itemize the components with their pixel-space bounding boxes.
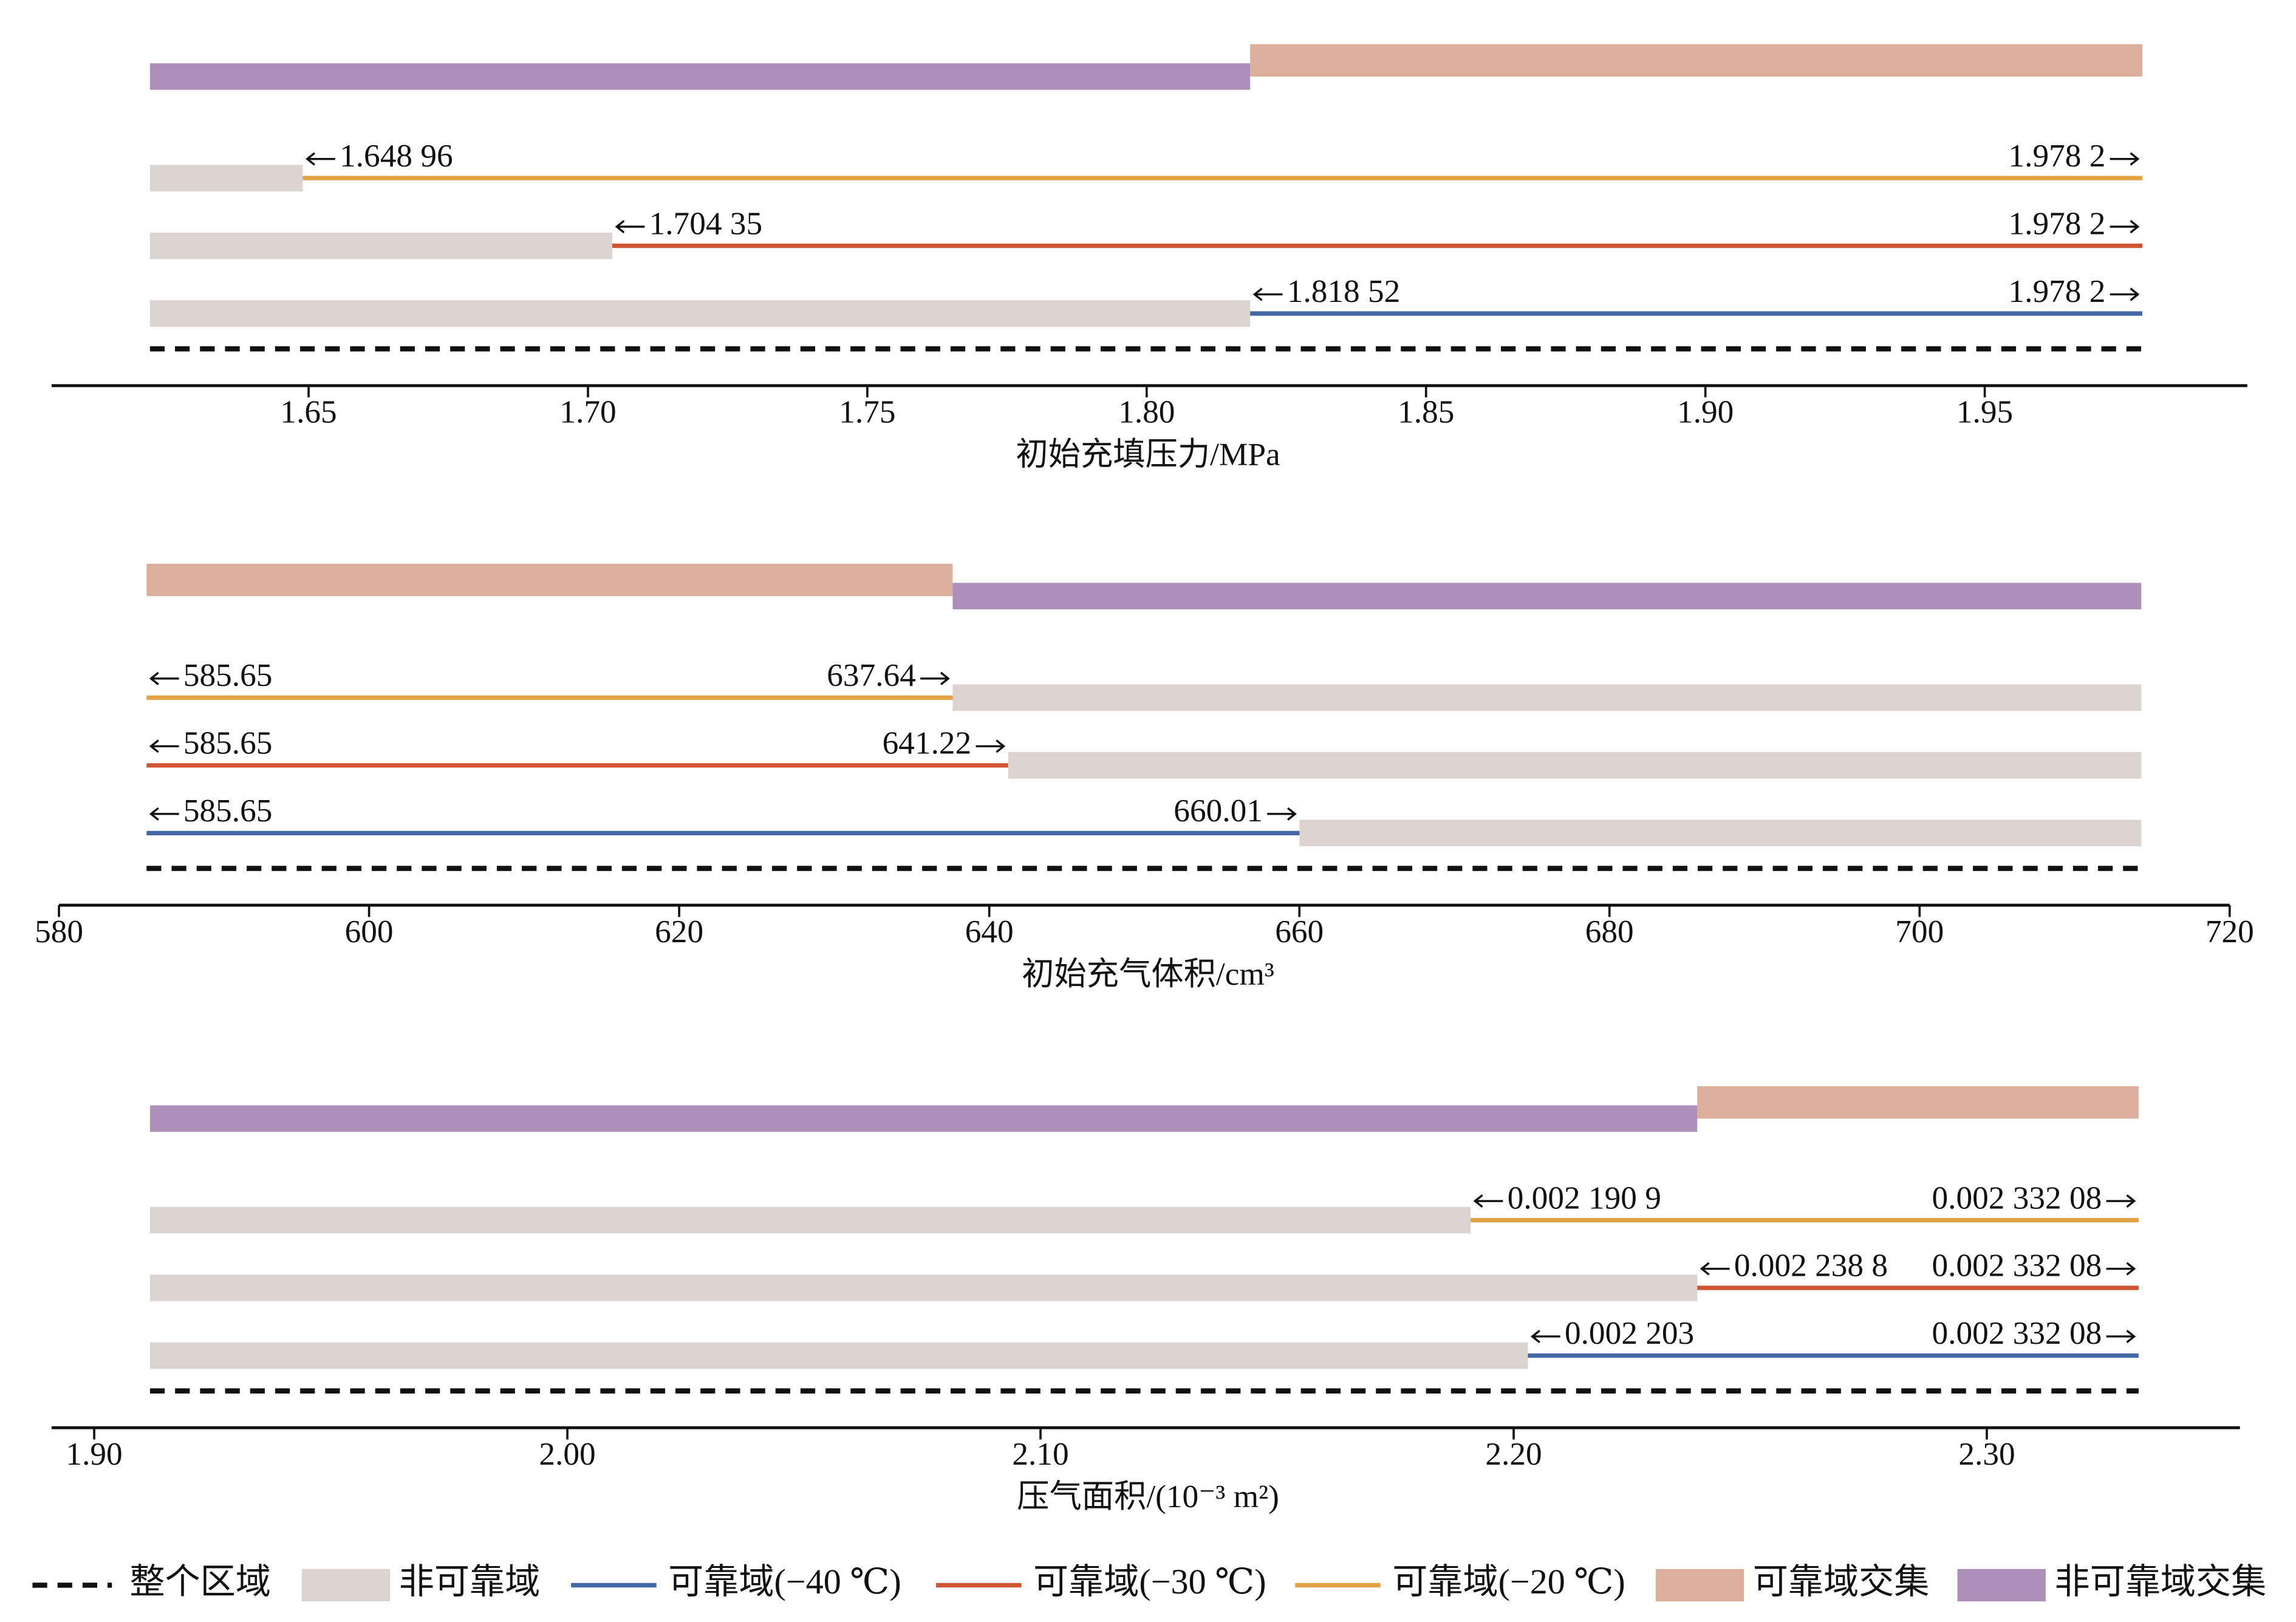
legend-label: 可靠域(−30 ℃) bbox=[1033, 1562, 1266, 1601]
x-tick-label: 1.90 bbox=[1677, 394, 1734, 429]
x-tick-label: 600 bbox=[345, 914, 394, 950]
arrow bbox=[1530, 1329, 1560, 1343]
arrow bbox=[2106, 1329, 2136, 1343]
nonreliable-bar bbox=[149, 300, 1251, 327]
range-end-label: 660.01 bbox=[1174, 793, 1263, 829]
nonreliable-bar bbox=[149, 1206, 1471, 1234]
arrow bbox=[975, 739, 1006, 753]
nonreliable-bar bbox=[1008, 752, 2142, 779]
legend-label: 非可靠域 bbox=[399, 1562, 541, 1601]
arrow bbox=[1267, 807, 1297, 821]
legend-label: 可靠域交集 bbox=[1753, 1562, 1930, 1601]
legend-label: 可靠域(−20 ℃) bbox=[1392, 1562, 1625, 1601]
x-tick-label: 1.85 bbox=[1398, 394, 1454, 429]
arrow bbox=[2106, 1194, 2136, 1208]
arrow bbox=[1252, 287, 1283, 301]
range-end-label: 1.978 2 bbox=[2008, 138, 2105, 174]
legend-label: 整个区域 bbox=[129, 1562, 271, 1601]
nonreliable-intersection bbox=[149, 63, 1251, 90]
range-end-label: 0.002 332 08 bbox=[1932, 1315, 2102, 1351]
arrow bbox=[1700, 1262, 1730, 1276]
reliable-intersection bbox=[146, 563, 953, 597]
x-tick-label: 2.00 bbox=[539, 1436, 595, 1472]
nonreliable-bar bbox=[952, 684, 2142, 711]
x-tick-label: 640 bbox=[965, 914, 1014, 950]
reliable-intersection bbox=[1697, 1086, 2139, 1119]
arrow bbox=[615, 220, 645, 234]
x-tick-label: 580 bbox=[35, 914, 83, 950]
range-start-label: 0.002 190 9 bbox=[1508, 1180, 1661, 1216]
arrow bbox=[149, 739, 179, 753]
x-tick-label: 1.65 bbox=[280, 394, 337, 429]
arrow bbox=[920, 671, 950, 685]
range-start-label: 0.002 238 8 bbox=[1734, 1248, 1888, 1284]
range-start-label: 585.65 bbox=[183, 657, 273, 693]
x-tick-label: 660 bbox=[1275, 914, 1324, 950]
range-start-label: 1.818 52 bbox=[1287, 273, 1401, 309]
legend-label: 可靠域(−40 ℃) bbox=[668, 1562, 901, 1601]
legend-swatch bbox=[301, 1569, 391, 1602]
x-axis-title: 压气面积/(10⁻³ m²) bbox=[1017, 1479, 1279, 1514]
range-start-label: 1.648 96 bbox=[340, 138, 453, 174]
x-tick-label: 2.10 bbox=[1012, 1436, 1068, 1472]
range-end-label: 641.22 bbox=[883, 725, 972, 761]
range-end-label: 637.64 bbox=[827, 657, 916, 693]
x-axis-title: 初始充气体积/cm³ bbox=[1022, 956, 1274, 992]
arrow bbox=[2106, 1262, 2136, 1276]
x-axis-title: 初始充填压力/MPa bbox=[1016, 437, 1280, 473]
range-start-label: 585.65 bbox=[183, 725, 273, 761]
x-tick-label: 620 bbox=[655, 914, 703, 950]
x-tick-label: 1.70 bbox=[559, 394, 616, 429]
arrow bbox=[2110, 220, 2140, 234]
range-start-label: 1.704 35 bbox=[649, 205, 763, 241]
range-start-label: 0.002 203 bbox=[1565, 1315, 1694, 1351]
arrow bbox=[1473, 1194, 1503, 1208]
nonreliable-intersection bbox=[952, 583, 2142, 610]
legend-swatch bbox=[1655, 1569, 1744, 1602]
x-tick-label: 700 bbox=[1895, 914, 1944, 950]
x-tick-label: 1.95 bbox=[1956, 394, 2013, 429]
nonreliable-bar bbox=[149, 1275, 1698, 1301]
range-end-label: 0.002 332 08 bbox=[1932, 1180, 2102, 1216]
nonreliable-bar bbox=[1299, 820, 2142, 847]
reliable-intersection bbox=[1250, 44, 2142, 77]
nonreliable-bar bbox=[149, 232, 613, 259]
range-end-label: 1.978 2 bbox=[2008, 205, 2105, 241]
x-tick-label: 2.30 bbox=[1958, 1436, 2015, 1472]
range-start-label: 585.65 bbox=[183, 793, 273, 829]
arrow bbox=[306, 152, 335, 166]
arrow bbox=[2110, 152, 2140, 166]
range-end-label: 1.978 2 bbox=[2008, 273, 2105, 309]
range-end-label: 0.002 332 08 bbox=[1932, 1248, 2102, 1284]
x-tick-label: 1.80 bbox=[1118, 394, 1175, 429]
nonreliable-bar bbox=[149, 165, 303, 191]
arrow bbox=[149, 671, 179, 685]
nonreliable-intersection bbox=[149, 1105, 1698, 1132]
x-tick-label: 680 bbox=[1585, 914, 1634, 950]
x-tick-label: 1.75 bbox=[839, 394, 895, 429]
nonreliable-bar bbox=[149, 1342, 1528, 1369]
arrow bbox=[2110, 287, 2140, 301]
arrow bbox=[149, 807, 179, 821]
x-tick-label: 1.90 bbox=[66, 1436, 122, 1472]
x-tick-label: 720 bbox=[2205, 914, 2254, 950]
legend-label: 非可靠域交集 bbox=[2054, 1562, 2266, 1601]
legend-swatch bbox=[1957, 1569, 2046, 1602]
x-tick-label: 2.20 bbox=[1485, 1436, 1542, 1472]
